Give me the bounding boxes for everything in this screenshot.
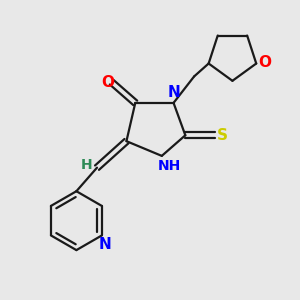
Text: O: O: [259, 55, 272, 70]
Text: N: N: [98, 237, 111, 252]
Text: S: S: [217, 128, 228, 143]
Text: NH: NH: [158, 159, 181, 173]
Text: N: N: [167, 85, 180, 100]
Text: H: H: [81, 158, 92, 172]
Text: O: O: [101, 75, 114, 90]
